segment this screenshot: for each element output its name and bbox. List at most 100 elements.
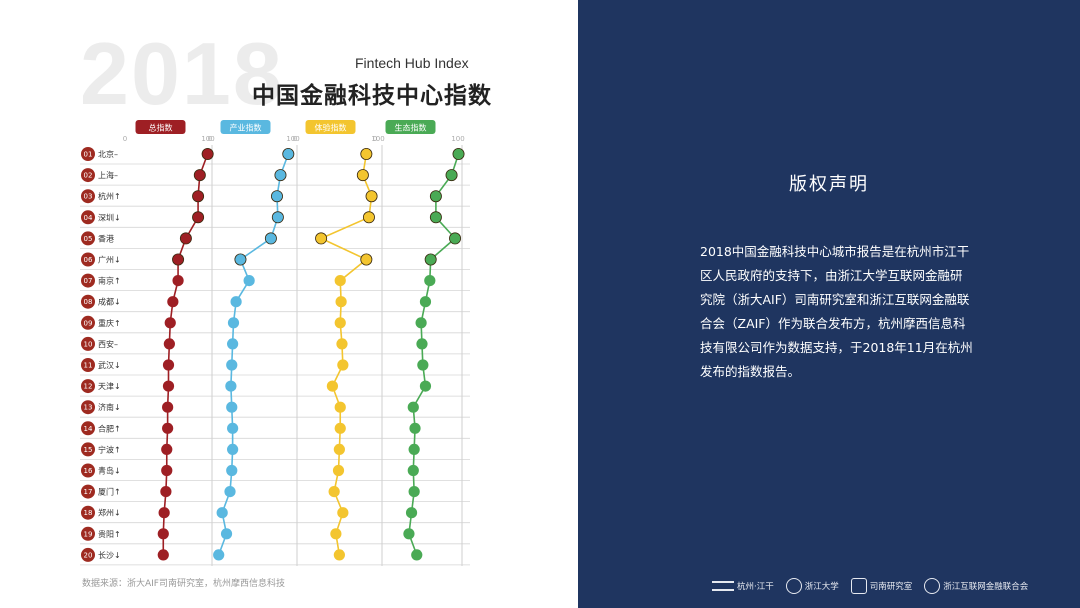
paragraph-line: 2018中国金融科技中心城市报告是在杭州市江干 — [700, 244, 970, 259]
rank-number: 18 — [84, 509, 93, 517]
city-name: 杭州↑ — [98, 191, 121, 201]
rank-badge — [81, 336, 95, 351]
data-point — [226, 401, 238, 413]
city-name: 合肥↑ — [98, 423, 121, 433]
data-point — [192, 211, 205, 224]
data-point — [192, 190, 205, 203]
chart-panel: 2018 Fintech Hub Index 中国金融科技中心指数 0 100 总指… — [80, 29, 492, 589]
rank-number: 12 — [84, 383, 93, 391]
data-point — [407, 464, 419, 477]
data-point — [227, 422, 239, 434]
data-point — [334, 422, 346, 434]
data-point — [162, 401, 174, 413]
data-point — [227, 338, 239, 350]
city-name: 贵阳↑ — [98, 529, 121, 539]
rank-number: 06 — [84, 256, 93, 264]
data-point — [360, 147, 373, 160]
tick-label: 0 — [373, 135, 377, 143]
rank-number: 02 — [84, 172, 93, 180]
rank-number: 09 — [84, 319, 93, 327]
data-point — [163, 338, 175, 350]
data-point — [334, 317, 346, 329]
data-point — [409, 422, 421, 434]
legend-label: 体验指数 — [315, 123, 347, 133]
rank-badge — [81, 547, 95, 562]
data-point — [326, 380, 339, 392]
tick-label: 100 — [371, 135, 384, 143]
logo-zju: 浙江大学 — [785, 578, 839, 594]
rank-number: 01 — [84, 151, 93, 159]
rank-badge — [81, 442, 95, 457]
copyright-paragraph: 2018中国金融科技中心城市报告是在杭州市江干 区人民政府的支持下，由浙江大学互… — [700, 240, 1000, 384]
data-point — [282, 147, 295, 160]
data-point — [362, 211, 375, 224]
rank-badge — [81, 252, 95, 267]
tick-label: 0 — [208, 135, 212, 143]
subtitle-en: Fintech Hub Index — [355, 55, 469, 71]
data-point — [162, 422, 174, 434]
legend-label: 生态指数 — [395, 123, 427, 133]
data-point — [264, 232, 277, 245]
circle-icon — [924, 578, 941, 594]
rank-badge — [81, 526, 95, 541]
rank-number: 07 — [84, 277, 93, 285]
data-point — [405, 507, 418, 519]
data-point — [179, 232, 192, 245]
rank-number: 20 — [84, 551, 93, 559]
data-point — [274, 169, 287, 182]
city-name: 济南↓ — [98, 402, 121, 412]
data-point — [407, 401, 419, 413]
rank-badge — [81, 231, 95, 246]
city-name: 天津↓ — [98, 381, 121, 391]
wave-icon — [712, 581, 734, 591]
data-point — [411, 549, 423, 561]
data-point — [429, 190, 442, 203]
rank-number: 10 — [84, 340, 93, 348]
rank-badge — [81, 168, 95, 183]
rank-number: 14 — [84, 425, 93, 433]
rank-number: 05 — [84, 235, 93, 243]
s-icon — [850, 578, 867, 594]
legend-tag — [305, 120, 356, 134]
city-name: 上海– — [98, 170, 118, 180]
data-point — [234, 253, 247, 266]
rank-badge — [81, 273, 95, 288]
data-point — [419, 296, 432, 308]
data-point — [416, 338, 428, 350]
data-point — [333, 443, 345, 455]
data-point — [452, 147, 465, 160]
data-point — [161, 464, 173, 477]
rank-number: 11 — [84, 362, 93, 370]
rank-number: 13 — [84, 404, 93, 412]
data-point — [161, 443, 173, 455]
data-point — [449, 232, 462, 245]
city-name: 郑州↓ — [98, 508, 121, 518]
city-name: 南京↑ — [98, 276, 121, 286]
rank-number: 08 — [84, 298, 93, 306]
rank-badge — [81, 400, 95, 415]
city-name: 深圳↓ — [98, 212, 121, 222]
city-name: 广州↓ — [98, 255, 121, 265]
rank-number: 19 — [84, 530, 93, 538]
paragraph-line: 合会（ZAIF）作为联合发布方，杭州摩西信息科 — [700, 316, 966, 331]
data-point — [227, 317, 240, 329]
rank-number: 03 — [84, 193, 93, 201]
rank-number: 17 — [84, 488, 93, 496]
data-point — [226, 464, 238, 477]
legend-tag — [385, 120, 436, 134]
tick-label: 100 — [201, 135, 214, 143]
legend-tag — [220, 120, 271, 134]
logo-sinan: 司南研究室 — [850, 578, 912, 594]
paragraph-line: 技有限公司作为数据支持，于2018年11月在杭州 — [700, 340, 973, 355]
data-point — [220, 528, 233, 540]
rank-badge — [81, 189, 95, 204]
page-title: 中国金融科技中心指数 — [252, 83, 492, 109]
data-point — [270, 190, 283, 203]
data-point — [158, 507, 170, 519]
rank-number: 16 — [84, 467, 93, 475]
data-point — [271, 211, 284, 224]
city-name: 厦门↑ — [98, 487, 121, 497]
data-point — [315, 232, 328, 245]
rank-badge — [81, 484, 95, 499]
data-point — [403, 528, 415, 540]
